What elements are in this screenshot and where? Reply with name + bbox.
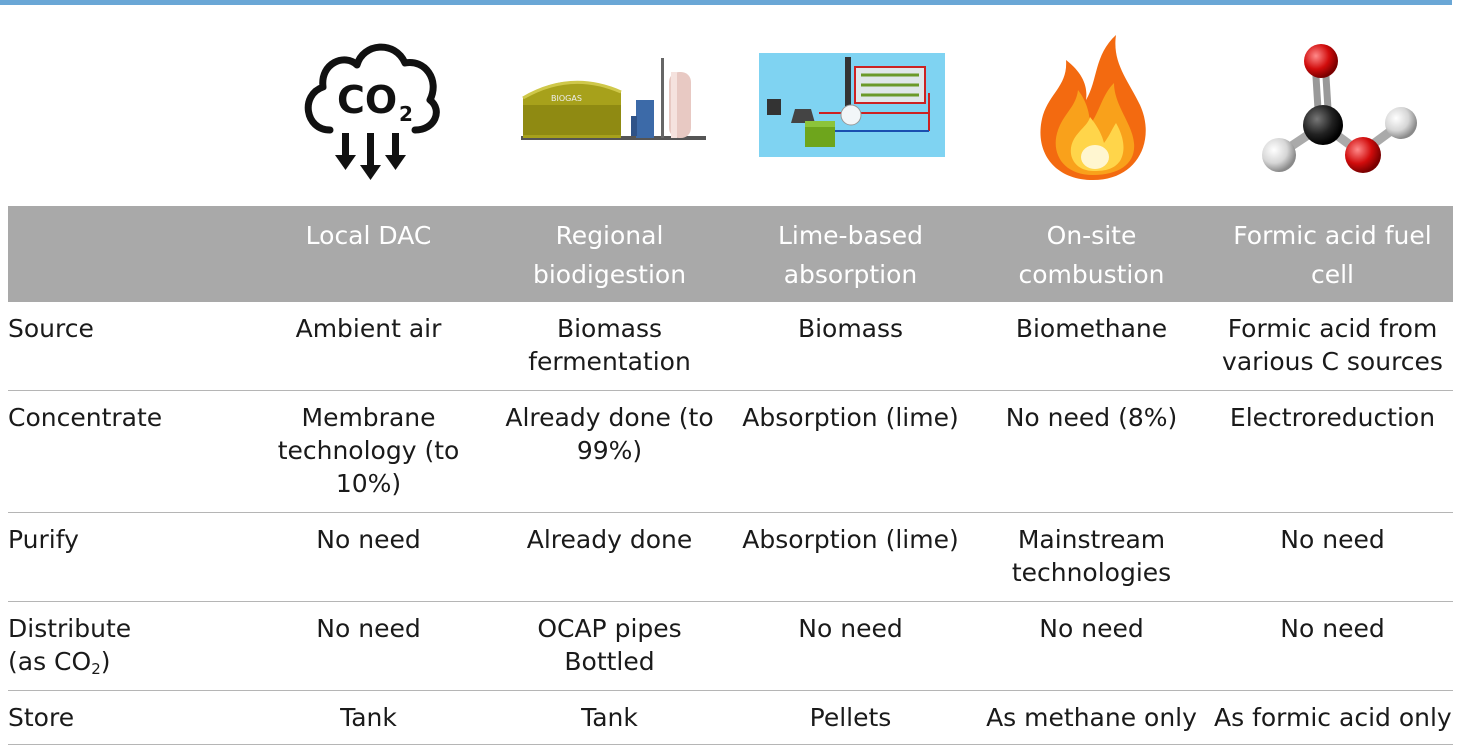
table-cell: No need (8%) (971, 390, 1212, 513)
row-label: Distribute (as CO2) (8, 601, 248, 691)
table-row-source: Source Ambient air Biomass fermentation B… (8, 302, 1453, 391)
table-cell: No need (971, 601, 1212, 691)
table-cell: Absorption (lime) (730, 390, 971, 513)
svg-text:2: 2 (399, 102, 413, 126)
table-cell: OCAP pipes Bottled (489, 601, 730, 691)
table-cell: No need (248, 512, 489, 602)
table-cell: No need (248, 601, 489, 691)
header-on-site-combustion: On-site combustion (971, 206, 1212, 302)
table-cell: Biomass (730, 302, 971, 391)
header-lime-based-absorption: Lime-based absorption (730, 206, 971, 302)
formic-acid-molecule-icon (1212, 10, 1453, 200)
comparison-table: Local DAC Regional biodigestion Lime-base… (8, 206, 1453, 745)
header-empty-cell (8, 206, 248, 302)
table-cell: Pellets (730, 690, 971, 745)
table-cell: Already done (to 99%) (489, 390, 730, 513)
table-cell: No need (1212, 512, 1453, 602)
header-local-dac: Local DAC (248, 206, 489, 302)
table-cell: Already done (489, 512, 730, 602)
row-label: Source (8, 302, 248, 391)
top-accent-bar (0, 0, 1452, 5)
svg-text:BIOGAS: BIOGAS (551, 94, 582, 103)
table-row-distribute: Distribute (as CO2) No need OCAP pipes Bo… (8, 601, 1453, 691)
table-cell: Formic acid from various C sources (1212, 302, 1453, 391)
table-cell: Tank (489, 690, 730, 745)
table-row-store: Store Tank Tank Pellets As methane only … (8, 690, 1453, 745)
biogas-plant-icon: BIOGAS (490, 10, 731, 200)
table-cell: Ambient air (248, 302, 489, 391)
table-header-row: Local DAC Regional biodigestion Lime-base… (8, 206, 1453, 302)
table-row-concentrate: Concentrate Membrane technology (to 10%) A… (8, 390, 1453, 513)
co2-cloud-down-arrows-icon: CO 2 (249, 10, 490, 200)
row-label: Concentrate (8, 390, 248, 513)
co2-text: CO (337, 78, 397, 122)
table-row-purify: Purify No need Already done Absorption (… (8, 512, 1453, 602)
table-cell: Electroreduction (1212, 390, 1453, 513)
table-cell: Mainstream technologies (971, 512, 1212, 602)
table-cell: No need (1212, 601, 1453, 691)
table-cell: No need (730, 601, 971, 691)
lime-absorption-system-icon (731, 10, 972, 200)
table-cell: As formic acid only (1212, 690, 1453, 745)
table-cell: Biomethane (971, 302, 1212, 391)
header-formic-acid-fuel-cell: Formic acid fuel cell (1212, 206, 1453, 302)
row-label: Purify (8, 512, 248, 602)
row-label: Store (8, 690, 248, 745)
table-cell: Membrane technology (to 10%) (248, 390, 489, 513)
table-cell: As methane only (971, 690, 1212, 745)
table-cell: Absorption (lime) (730, 512, 971, 602)
table-cell: Tank (248, 690, 489, 745)
table-cell: Biomass fermentation (489, 302, 730, 391)
flame-icon (972, 10, 1213, 200)
icon-row: CO 2 BIOGAS (0, 10, 1458, 200)
header-regional-biodigestion: Regional biodigestion (489, 206, 730, 302)
